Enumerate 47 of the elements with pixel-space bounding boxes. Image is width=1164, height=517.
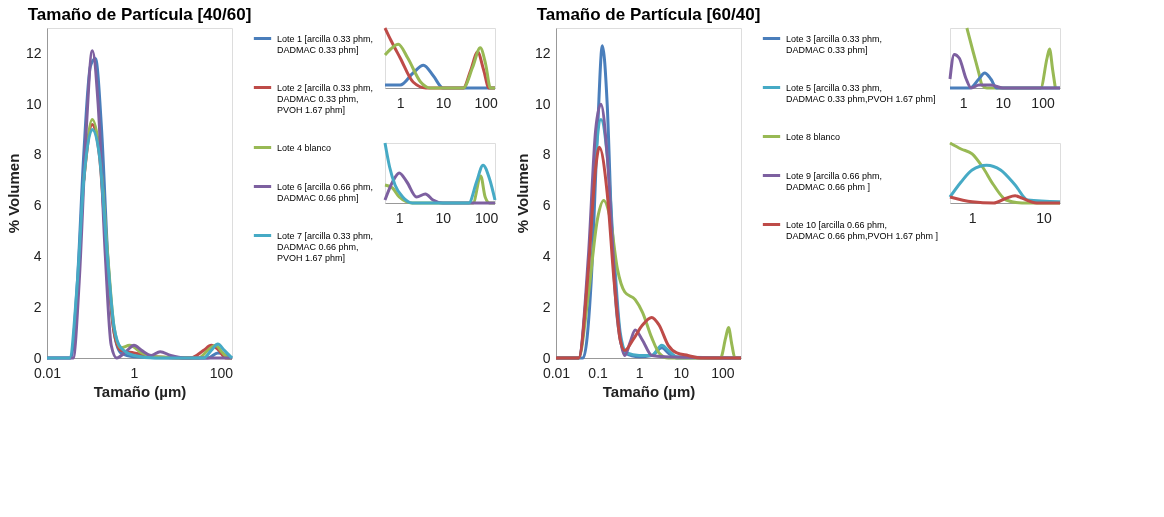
- x-tick-label: 1: [959, 94, 968, 111]
- x-tick-label: 10: [995, 94, 1012, 111]
- x-tick-label: 10: [435, 94, 452, 111]
- legend-label: Lote 2 [arcilla 0.33 phm, DADMAC 0.33 phm, PVOH 1.67 phm]: [277, 82, 374, 115]
- y-tick-label: 0: [542, 349, 551, 366]
- x-tick-label: 0.01: [542, 364, 571, 381]
- x-tick-label: 10: [435, 209, 452, 226]
- legend-label: Lote 3 [arcilla 0.33 phm, DADMAC 0.33 phm]: [786, 33, 883, 55]
- x-axis-title: Tamaño (µm): [602, 382, 696, 400]
- x-tick-label: 1: [395, 209, 404, 226]
- y-tick-label: 2: [33, 298, 42, 315]
- x-tick-label: 0.1: [588, 364, 609, 381]
- x-tick-label: 1: [635, 364, 644, 381]
- x-tick-label: 100: [711, 364, 735, 381]
- y-axis-title: % Volumen: [513, 153, 531, 234]
- y-tick-label: 8: [542, 146, 551, 163]
- y-axis-title: % Volumen: [4, 153, 22, 234]
- legend-label: Lote 9 [arcilla 0.66 phm, DADMAC 0.66 phm ]: [786, 170, 883, 192]
- x-tick-label: 0.01: [33, 364, 62, 381]
- x-tick-label: 10: [1036, 209, 1053, 226]
- x-tick-label: 100: [209, 364, 234, 381]
- legend-label: Lote 1 [arcilla 0.33 phm, DADMAC 0.33 phm]: [277, 33, 374, 55]
- chart-title: Tamaño de Partícula [40/60]: [27, 5, 252, 24]
- legend-label: Lote 10 [arcilla 0.66 phm, DADMAC 0.66 phm,PVOH 1.67 phm ]: [786, 219, 939, 241]
- y-tick-label: 2: [542, 298, 551, 315]
- legend-label: Lote 8 blanco: [786, 131, 841, 142]
- x-tick-label: 100: [474, 209, 499, 226]
- x-tick-label: 1: [130, 364, 139, 381]
- y-tick-label: 12: [534, 44, 551, 61]
- x-axis-title: Tamaño (µm): [93, 382, 187, 400]
- x-tick-label: 100: [1031, 94, 1055, 111]
- legend-label: Lote 7 [arcilla 0.33 phm, DADMAC 0.66 phm, PVOH 1.67 phm]: [277, 230, 374, 263]
- chart-title: Tamaño de Partícula [60/40]: [536, 5, 761, 24]
- y-tick-label: 6: [542, 197, 551, 214]
- legend-label: Lote 5 [arcilla 0.33 phm, DADMAC 0.33 phm,PVOH 1.67 phm]: [786, 82, 936, 104]
- x-tick-label: 10: [673, 364, 690, 381]
- x-tick-label: 1: [968, 209, 977, 226]
- y-tick-label: 6: [33, 197, 42, 214]
- y-tick-label: 4: [542, 247, 551, 264]
- y-tick-label: 12: [25, 44, 42, 61]
- y-tick-label: 8: [33, 146, 42, 163]
- y-tick-label: 0: [33, 349, 42, 366]
- legend-label: Lote 6 [arcilla 0.66 phm, DADMAC 0.66 phm]: [277, 181, 374, 203]
- x-tick-label: 100: [474, 94, 498, 111]
- x-tick-label: 1: [396, 94, 405, 111]
- legend-label: Lote 4 blanco: [277, 142, 332, 153]
- y-tick-label: 4: [33, 247, 42, 264]
